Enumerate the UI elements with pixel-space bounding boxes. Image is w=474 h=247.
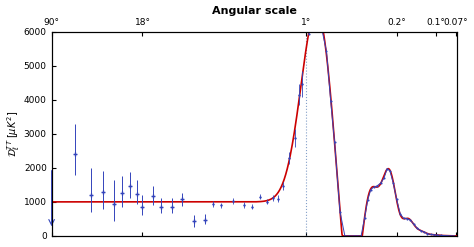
- Y-axis label: $\mathcal{D}_\ell^{TT}\;[\mu K^2]$: $\mathcal{D}_\ell^{TT}\;[\mu K^2]$: [6, 111, 22, 157]
- X-axis label: Angular scale: Angular scale: [211, 5, 297, 16]
